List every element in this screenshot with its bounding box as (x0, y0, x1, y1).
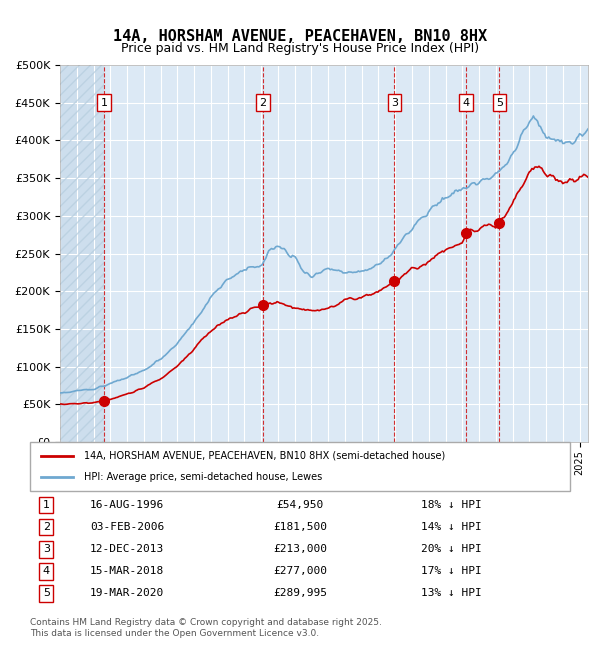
Text: 4: 4 (43, 566, 50, 577)
Bar (60, 65, 104, 442)
Text: Contains HM Land Registry data © Crown copyright and database right 2025.
This d: Contains HM Land Registry data © Crown c… (30, 618, 382, 638)
Text: HPI: Average price, semi-detached house, Lewes: HPI: Average price, semi-detached house,… (84, 472, 322, 482)
Text: 12-DEC-2013: 12-DEC-2013 (90, 544, 164, 554)
Text: 1: 1 (43, 500, 50, 510)
Text: £54,950: £54,950 (277, 500, 323, 510)
Text: 2: 2 (259, 98, 266, 108)
Text: £213,000: £213,000 (273, 544, 327, 554)
Text: 14A, HORSHAM AVENUE, PEACEHAVEN, BN10 8HX (semi-detached house): 14A, HORSHAM AVENUE, PEACEHAVEN, BN10 8H… (84, 450, 445, 461)
Text: Price paid vs. HM Land Registry's House Price Index (HPI): Price paid vs. HM Land Registry's House … (121, 42, 479, 55)
Text: £277,000: £277,000 (273, 566, 327, 577)
Text: 03-FEB-2006: 03-FEB-2006 (90, 522, 164, 532)
Text: 3: 3 (391, 98, 398, 108)
Text: 3: 3 (43, 544, 50, 554)
Text: 14% ↓ HPI: 14% ↓ HPI (421, 522, 482, 532)
Text: 17% ↓ HPI: 17% ↓ HPI (421, 566, 482, 577)
Text: £181,500: £181,500 (273, 522, 327, 532)
Text: 5: 5 (496, 98, 503, 108)
Text: 13% ↓ HPI: 13% ↓ HPI (421, 588, 482, 599)
Text: 5: 5 (43, 588, 50, 599)
Text: 14A, HORSHAM AVENUE, PEACEHAVEN, BN10 8HX: 14A, HORSHAM AVENUE, PEACEHAVEN, BN10 8H… (113, 29, 487, 44)
Text: 19-MAR-2020: 19-MAR-2020 (90, 588, 164, 599)
Text: 16-AUG-1996: 16-AUG-1996 (90, 500, 164, 510)
Text: 1: 1 (100, 98, 107, 108)
Text: 2: 2 (43, 522, 50, 532)
Text: 20% ↓ HPI: 20% ↓ HPI (421, 544, 482, 554)
Bar (60, 65, 104, 442)
FancyBboxPatch shape (30, 442, 570, 491)
Text: 4: 4 (462, 98, 469, 108)
Text: 18% ↓ HPI: 18% ↓ HPI (421, 500, 482, 510)
Text: 15-MAR-2018: 15-MAR-2018 (90, 566, 164, 577)
Text: £289,995: £289,995 (273, 588, 327, 599)
